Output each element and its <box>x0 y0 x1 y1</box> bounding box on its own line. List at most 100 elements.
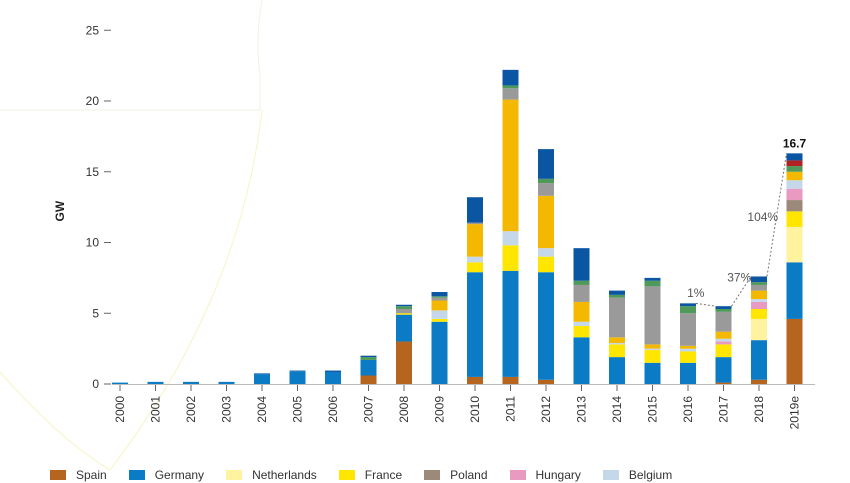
bar-stack-2017 <box>715 306 732 384</box>
bar-germany-2016 <box>680 362 696 384</box>
background-decoration <box>0 0 263 471</box>
x-tick-label: 2018 <box>752 396 766 423</box>
legend-item-france: France <box>338 468 403 482</box>
bar-germany-2000 <box>112 382 128 384</box>
bar-green-2019e <box>786 166 803 172</box>
bar-germany-2019e <box>786 262 803 319</box>
bar-darkblue-2005 <box>289 370 306 372</box>
x-tick-label: 2008 <box>397 396 411 423</box>
bar-germany-2007 <box>360 359 377 376</box>
bar-france-2017 <box>715 344 732 358</box>
bar-darkblue-2009 <box>431 292 448 297</box>
bar-stack-2003 <box>218 381 235 384</box>
bar-darkblue-2008 <box>396 304 412 307</box>
bar-italy-2019e <box>786 171 803 181</box>
bar-germany-2003 <box>218 381 235 384</box>
x-tick-label: 2006 <box>326 396 340 423</box>
bar-hungary-2019e <box>786 188 803 201</box>
bar-darkblue-2011 <box>502 69 519 86</box>
y-tick-label: 10 <box>86 236 100 250</box>
bar-green-2016 <box>680 306 696 314</box>
bar-italy-2014 <box>609 337 625 343</box>
y-tick-label: 15 <box>86 165 100 179</box>
growth-label: 37% <box>727 270 751 284</box>
bar-italy-2018 <box>751 290 767 300</box>
bar-green-2015 <box>644 280 661 287</box>
bar-belgium-2009 <box>431 310 448 319</box>
bar-stack-2007 <box>360 355 377 384</box>
bar-germany-2006 <box>325 371 341 384</box>
legend-label: France <box>364 468 403 482</box>
bar-germany-2018 <box>751 340 767 380</box>
bar-france-2012 <box>538 256 554 273</box>
bar-grey-2015 <box>644 286 661 345</box>
annotations: 1% 37% 104% 16.7 <box>687 136 807 307</box>
bar-grey-2009 <box>431 297 448 301</box>
bar-green-2013 <box>573 280 590 285</box>
y-tick-label: 5 <box>92 306 99 320</box>
bar-green-2018 <box>751 282 767 285</box>
legend-item-netherlands: Netherlands <box>226 468 317 482</box>
bar-darkblue-2017 <box>715 306 732 310</box>
bar-stack-2008 <box>396 304 412 384</box>
bar-grey-2017 <box>715 311 732 332</box>
bar-germany-2004 <box>254 374 270 384</box>
bar-germany-2011 <box>502 270 519 377</box>
bar-darkblue-2015 <box>644 277 661 281</box>
bar-stack-2011 <box>502 69 519 384</box>
bar-stack-2014 <box>609 290 625 384</box>
bar-poland-2019e <box>786 200 803 212</box>
bar-darkblue-2007 <box>360 355 377 358</box>
legend-label: Germany <box>154 468 205 482</box>
bar-germany-2005 <box>289 371 306 384</box>
bar-stack-2010 <box>467 197 483 384</box>
bar-stack-2005 <box>289 370 306 384</box>
x-tick-label: 2001 <box>149 396 163 423</box>
bar-green-2011 <box>502 85 519 89</box>
bar-spain-2008 <box>396 341 412 384</box>
bars <box>112 69 815 385</box>
bar-stack-2019e <box>786 153 803 384</box>
bar-germany-2002 <box>183 381 199 384</box>
x-tick-label: 2015 <box>646 396 660 423</box>
growth-label: 1% <box>687 286 705 300</box>
bar-stack-2002 <box>183 381 199 384</box>
bar-stack-2004 <box>254 373 270 384</box>
bar-italy-2011 <box>502 99 519 232</box>
bar-grey-2012 <box>538 183 554 196</box>
bar-darkblue-2019e <box>786 153 803 161</box>
y-axis: 0 5 10 15 20 25 GW <box>53 23 111 391</box>
bar-netherlands-2019e <box>786 226 803 263</box>
legend-swatch <box>338 470 355 480</box>
bar-belgium-2011 <box>502 231 519 246</box>
x-tick-label: 2000 <box>113 396 127 423</box>
bar-green-2014 <box>609 294 625 298</box>
bar-stack-2009 <box>431 292 448 384</box>
bar-belgium-2017 <box>715 338 732 342</box>
x-tick-label: 2009 <box>433 396 447 423</box>
bar-italy-2012 <box>538 195 554 249</box>
bar-darkblue-2014 <box>609 290 625 295</box>
bar-grey-2010 <box>467 222 483 225</box>
bar-stack-2012 <box>538 149 554 384</box>
bar-germany-2017 <box>715 357 732 383</box>
x-tick-label: 2003 <box>220 396 234 423</box>
bar-belgium-2019e <box>786 180 803 189</box>
bar-france-2014 <box>609 344 625 358</box>
bar-darkblue-2004 <box>254 373 270 375</box>
bar-france-2019e <box>786 211 803 227</box>
bar-darkblue-2006 <box>325 370 341 372</box>
bar-grey-2013 <box>573 284 590 302</box>
bar-germany-2012 <box>538 272 554 380</box>
bar-spain-2018 <box>751 379 767 384</box>
bar-italy-2017 <box>715 331 732 339</box>
legend-item-hungary: Hungary <box>509 468 581 482</box>
bar-belgium-2012 <box>538 248 554 257</box>
bar-france-2008 <box>396 313 412 315</box>
legend-label: Netherlands <box>252 468 317 482</box>
legend-item-belgium: Belgium <box>602 468 672 482</box>
legend-swatch <box>128 470 145 480</box>
y-axis-label: GW <box>53 200 67 221</box>
bar-italy-2013 <box>573 301 590 322</box>
